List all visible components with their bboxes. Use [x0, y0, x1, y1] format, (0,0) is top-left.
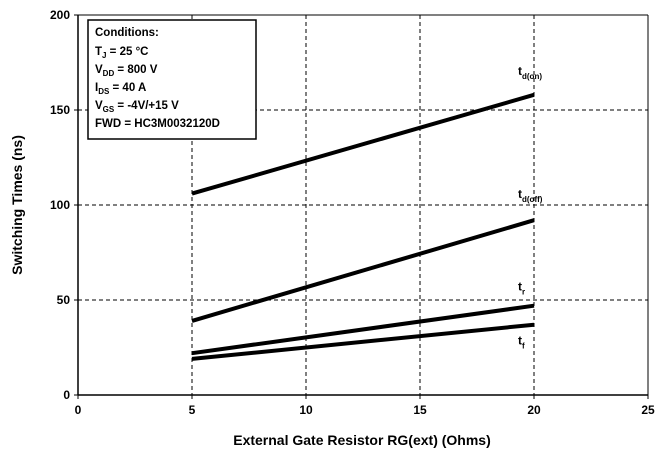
condition-line: VDD = 800 V	[95, 64, 158, 78]
y-tick-labels: 0 50 100 150 200	[50, 8, 78, 402]
y-tick-label: 100	[50, 198, 70, 212]
x-tick-label: 10	[299, 403, 313, 417]
x-tick-label: 20	[527, 403, 541, 417]
y-tick-label: 200	[50, 8, 70, 22]
x-tick-labels: 0 5 10 15 20 25	[75, 395, 655, 417]
condition-line: TJ = 25 °C	[95, 46, 148, 60]
series-labels: td(on) td(off) tr tf	[518, 64, 543, 351]
series-line-doff	[191, 218, 535, 323]
series-lines	[191, 92, 535, 361]
conditions-title: Conditions:	[95, 27, 159, 39]
series-label-f: tf	[518, 334, 525, 351]
series-line-f	[191, 322, 535, 361]
x-tick-label: 25	[641, 403, 655, 417]
x-tick-label: 0	[75, 403, 82, 417]
y-tick-label: 0	[63, 388, 70, 402]
x-axis-title: External Gate Resistor RG(ext) (Ohms)	[233, 432, 491, 448]
conditions-box: Conditions: TJ = 25 °C VDD = 800 V IDS = 4…	[87, 19, 257, 140]
series-label-doff: td(off)	[518, 187, 543, 204]
condition-line: VGS = -4V/+15 V	[95, 100, 179, 114]
y-tick-label: 150	[50, 103, 70, 117]
condition-line: FWD = HC3M0032120D	[95, 118, 220, 130]
x-tick-label: 5	[189, 403, 196, 417]
conditions-lines: TJ = 25 °C VDD = 800 V IDS = 40 A VGS = -4V…	[95, 46, 220, 130]
conditions-box-border	[87, 19, 257, 140]
series-label-r: tr	[518, 280, 525, 297]
series-label-don: td(on)	[518, 64, 542, 81]
y-axis-title: Switching Times (ns)	[9, 135, 25, 275]
series-line-r	[191, 303, 535, 356]
series-line-don	[191, 92, 535, 196]
y-tick-label: 50	[57, 293, 71, 307]
condition-line: IDS = 40 A	[95, 82, 146, 96]
x-tick-label: 15	[413, 403, 427, 417]
